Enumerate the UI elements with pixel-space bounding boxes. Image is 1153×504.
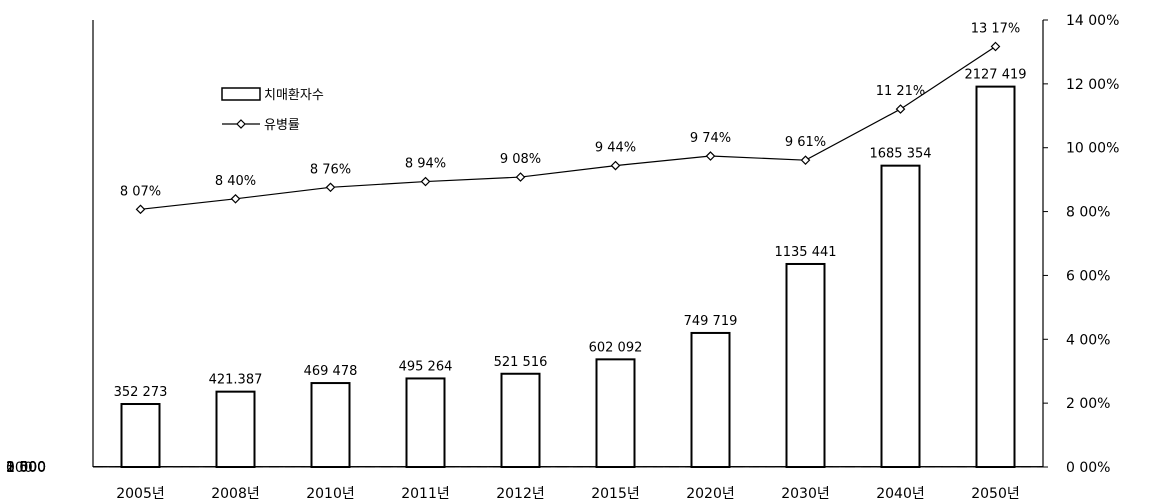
x-tick-label: 2050년 [971,486,1020,502]
bar [690,331,731,469]
prevalence-line [135,41,1001,215]
legend-bar-label: 치매환자수 [264,88,324,103]
prevalence-value-label: 8 07% [120,184,161,199]
prevalence-marker [135,204,146,215]
bar [595,358,636,468]
y-left-tick-label: 1 000 [6,460,46,476]
prevalence-value-label: 8 94% [405,157,446,172]
bar-value-label: 749 719 [684,314,738,329]
y-right-tick-label: 6 00% [1066,268,1110,284]
y-right-tick-label: 0 00% [1066,460,1110,476]
prevalence-value-label: 13 17% [971,22,1021,37]
x-tick-label: 2030년 [781,486,830,502]
bar [310,382,351,469]
bar [120,403,161,468]
y-left-tick-label: 2 500 [6,460,46,476]
y-left-tick-label: 1 500 [6,460,46,476]
bar-value-label: 521 516 [494,355,548,370]
x-tick-label: 2020년 [686,486,735,502]
y-right-tick-label: 12 00% [1066,77,1119,93]
bar [215,390,256,468]
y-left-tick-label: 500 [6,460,33,476]
x-tick-label: 2012년 [496,486,545,502]
prevalence-value-label: 8 76% [310,162,351,177]
bar [500,372,541,468]
prevalence-polyline [140,45,996,210]
prevalence-marker [420,176,431,187]
x-tick-label: 2011년 [401,486,450,502]
prevalence-value-label: 9 08% [500,152,541,167]
prevalence-marker [800,155,811,166]
bar [975,85,1016,468]
legend-bar-swatch [221,87,261,101]
prevalence-value-label: 8 40% [215,174,256,189]
prevalence-marker [705,151,716,161]
bars [120,85,1016,469]
prevalence-marker [230,193,241,204]
y-right-tick-label: 4 00% [1066,332,1110,348]
prevalence-marker [990,41,1001,52]
y-right-tick-label: 14 00% [1066,13,1119,29]
legend-line-label: 유병률 [264,118,300,133]
prevalence-value-label: 9 44% [595,141,636,156]
bar-value-label: 2127 419 [964,68,1026,83]
x-tick-label: 2015년 [591,486,640,502]
bar-value-label: 602 092 [589,340,643,355]
bar-value-label: 352 273 [114,385,168,400]
prevalence-marker [515,172,526,182]
x-tick-label: 2010년 [306,486,355,502]
x-tick-label: 2008년 [211,486,260,502]
x-tick-label: 2040년 [876,486,925,502]
y-right-tick-label: 8 00% [1066,205,1110,221]
data-labels: 352 273 421.387 469 478 495 264 521 516 602 0… [114,22,1027,401]
legend-line-marker [236,119,246,129]
bar-value-label: 469 478 [304,364,358,379]
bar [785,262,826,468]
bar-value-label: 495 264 [399,359,453,374]
legend: 치매환자수 유병률 [221,87,324,133]
bar-value-label: 1685 354 [869,147,931,162]
bar [405,377,446,469]
y-right-tick-label: 10 00% [1066,141,1119,157]
prevalence-marker [895,104,906,114]
prevalence-value-label: 11 21% [876,84,926,99]
y-left-tick-label: 2 000 [6,460,46,476]
prevalence-marker [610,160,621,171]
prevalence-value-label: 9 61% [785,135,826,150]
bar [880,164,921,469]
prevalence-marker [325,182,336,193]
y-right-tick-label: 2 00% [1066,396,1110,412]
x-tick-label: 2005년 [116,486,165,502]
y-left-tick-label: 0 [6,460,15,476]
bar-value-label: 1135 441 [774,245,836,260]
prevalence-value-label: 9 74% [690,131,731,146]
bar-value-label: 421.387 [209,373,263,388]
